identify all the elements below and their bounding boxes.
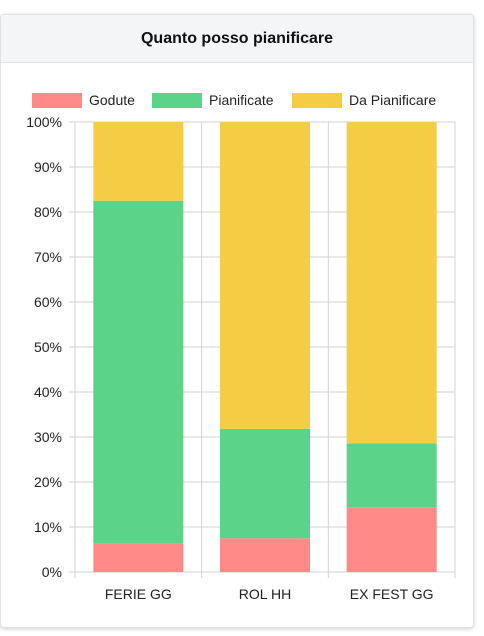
stacked-bar-chart: Godute Pianificate Da Pianificare 0% 10% 20%… (26, 92, 456, 602)
legend-swatch (32, 93, 82, 108)
card-header: Quanto posso pianificare (1, 15, 473, 63)
legend-label: Da Pianificare (349, 92, 436, 108)
y-tick-label: 30% (34, 429, 62, 445)
bar-segment-godute[interactable] (220, 538, 310, 572)
y-tick-label: 60% (34, 294, 62, 310)
legend-label: Godute (89, 92, 135, 108)
legend-swatch (292, 93, 342, 108)
legend-swatch (152, 93, 202, 108)
bar-segment-godute[interactable] (93, 543, 184, 572)
bar-segment-da-pianificare[interactable] (346, 122, 437, 444)
bar-segment-pianificate[interactable] (346, 443, 437, 508)
bar-segment-godute[interactable] (346, 507, 437, 572)
y-tick-label: 90% (34, 159, 62, 175)
y-tick-label: 80% (34, 204, 62, 220)
y-tick-label: 100% (26, 114, 62, 130)
bar-segment-pianificate[interactable] (93, 200, 184, 544)
y-tick-label: 70% (34, 249, 62, 265)
legend-item[interactable]: Pianificate (152, 92, 274, 108)
legend-item[interactable]: Da Pianificare (292, 92, 436, 108)
bar-segment-pianificate[interactable] (220, 428, 310, 539)
chart-bars (93, 122, 437, 572)
chart-legend[interactable]: Godute Pianificate Da Pianificare (32, 92, 436, 108)
bar-segment-da-pianificare[interactable] (93, 122, 184, 201)
legend-item[interactable]: Godute (32, 92, 135, 108)
x-tick-label: EX FEST GG (350, 586, 434, 602)
card-title: Quanto posso pianificare (140, 29, 334, 47)
chart-card: Quanto posso pianificare Godute Pianifica… (0, 14, 474, 628)
y-tick-label: 20% (34, 474, 62, 490)
chart-axes: 0% 10% 20% 30% 40% 50% 60% 70% 80% 90% 100% FERIE G… (26, 114, 433, 602)
y-tick-label: 40% (34, 384, 62, 400)
y-tick-label: 10% (34, 519, 62, 535)
bar-segment-da-pianificare[interactable] (220, 122, 310, 429)
legend-label: Pianificate (209, 92, 274, 108)
y-tick-label: 0% (42, 564, 62, 580)
y-tick-label: 50% (34, 339, 62, 355)
x-tick-label: ROL HH (239, 586, 291, 602)
x-tick-label: FERIE GG (105, 586, 172, 602)
